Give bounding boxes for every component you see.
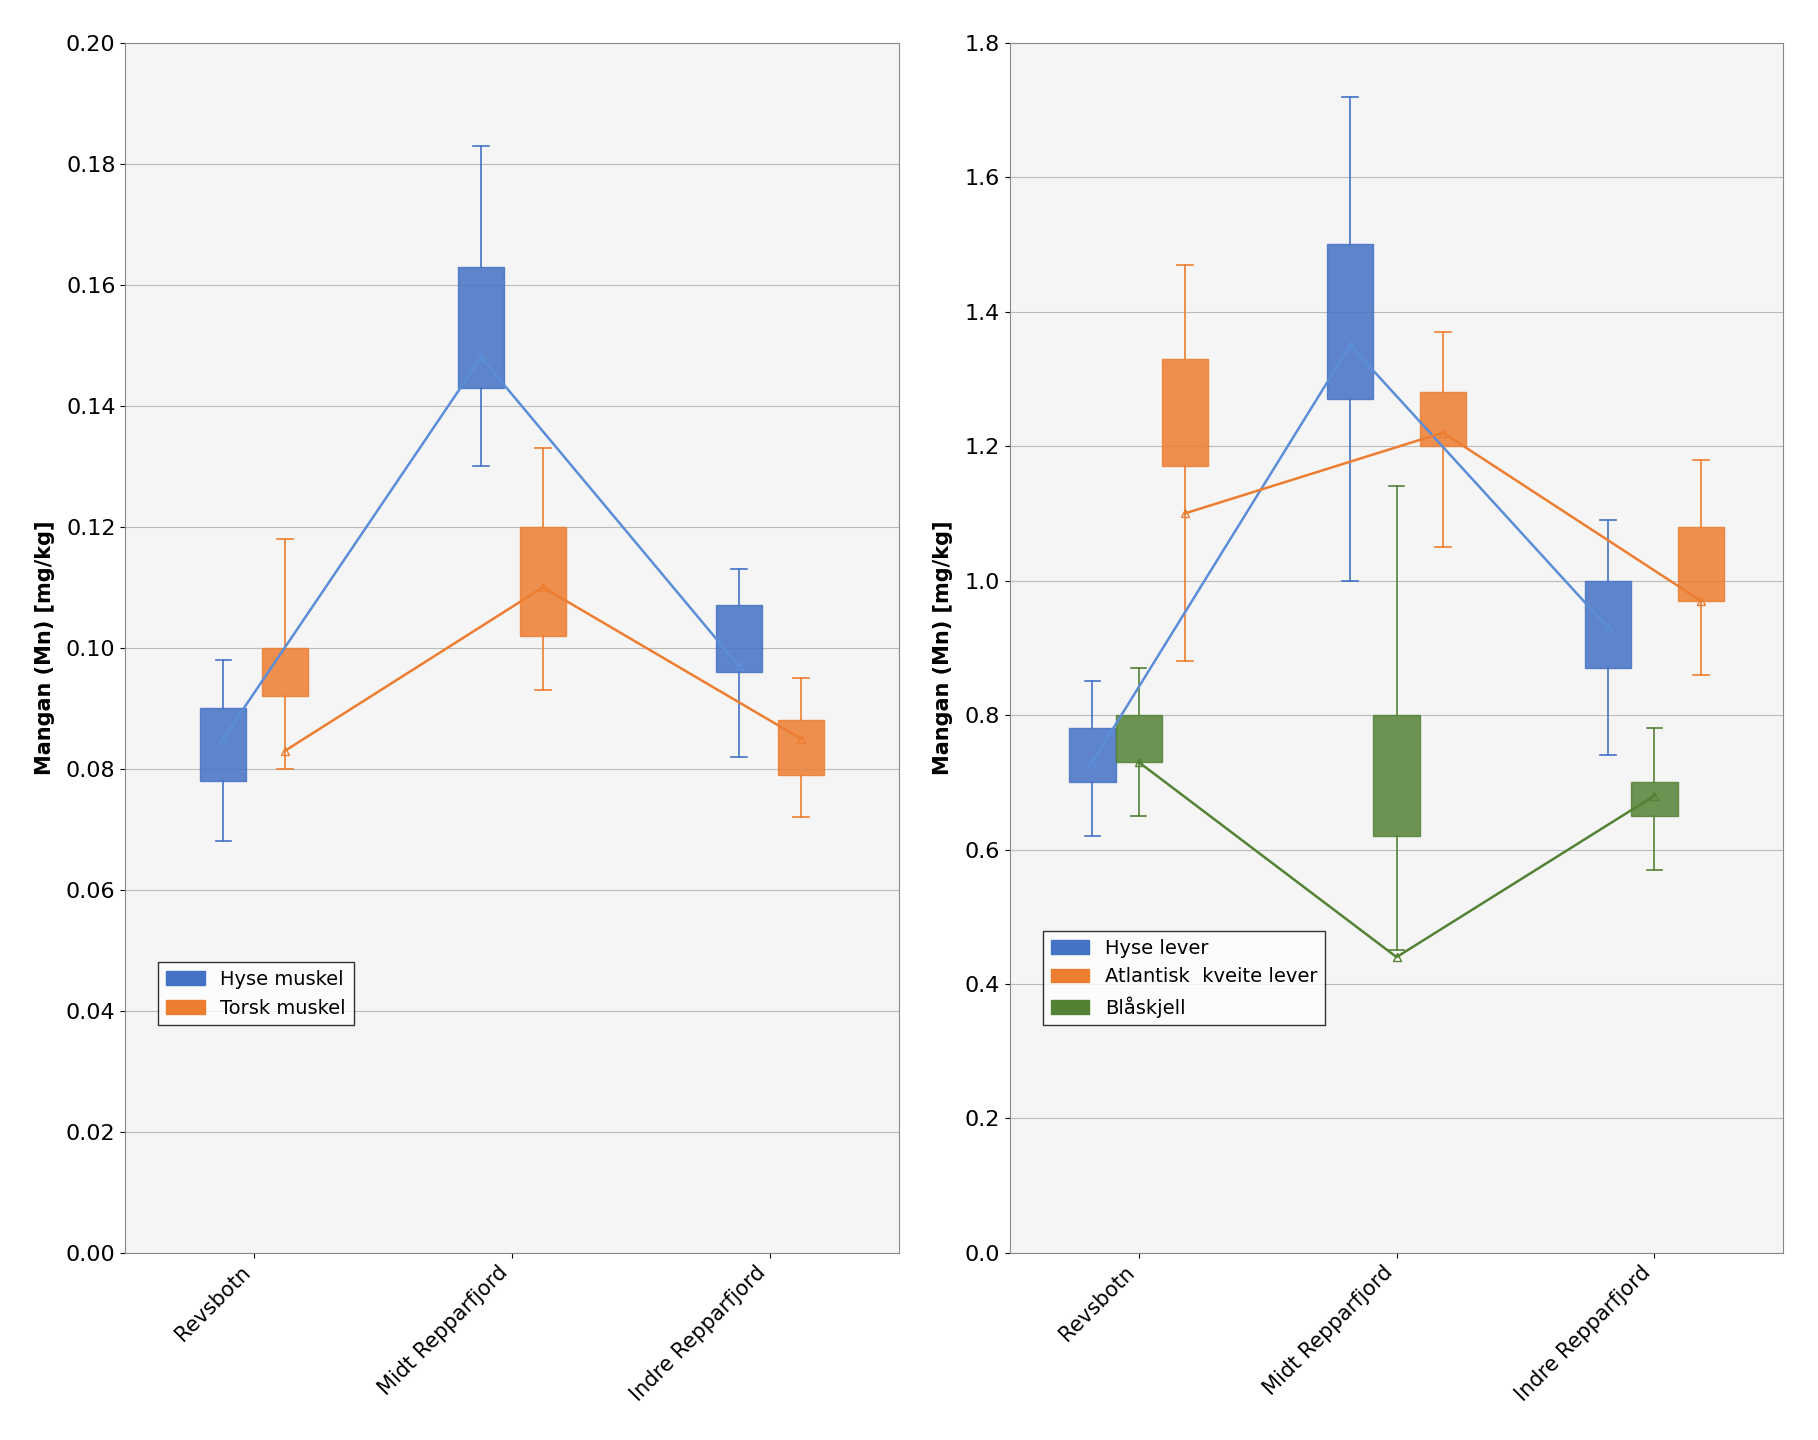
Bar — [520, 527, 565, 635]
Bar — [200, 708, 247, 780]
Bar — [1373, 716, 1420, 837]
Legend: Hyse muskel, Torsk muskel: Hyse muskel, Torsk muskel — [158, 962, 355, 1025]
Bar — [1069, 729, 1116, 782]
Y-axis label: Mangan (Mn) [mg/kg]: Mangan (Mn) [mg/kg] — [933, 520, 953, 775]
Bar — [1327, 245, 1373, 399]
Bar — [262, 648, 309, 696]
Bar — [716, 605, 762, 672]
Bar — [1116, 716, 1162, 762]
Bar — [458, 266, 504, 387]
Y-axis label: Mangan (Mn) [mg/kg]: Mangan (Mn) [mg/kg] — [35, 520, 55, 775]
Bar — [1631, 782, 1678, 816]
Legend: Hyse lever, Atlantisk  kveite lever, Blåskjell: Hyse lever, Atlantisk kveite lever, Blås… — [1044, 930, 1325, 1025]
Bar — [1420, 392, 1465, 446]
Bar — [1585, 580, 1631, 668]
Bar — [1162, 359, 1209, 467]
Bar — [1678, 527, 1723, 600]
Bar — [778, 720, 824, 775]
